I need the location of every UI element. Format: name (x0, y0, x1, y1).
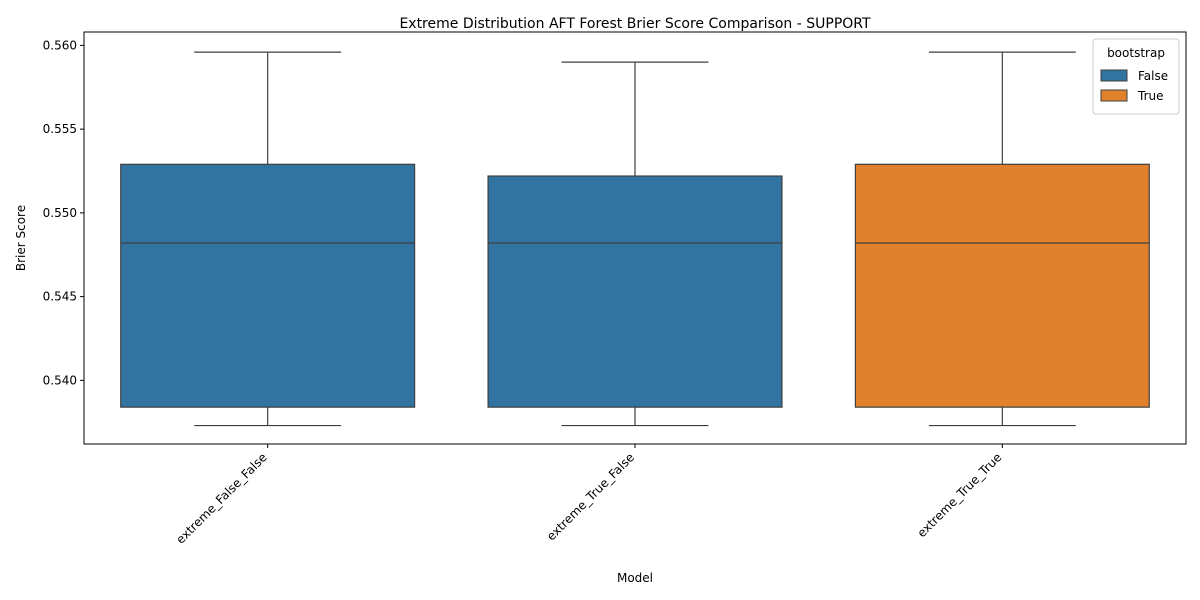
y-axis: 0.540 0.545 0.550 0.555 0.560 (43, 38, 84, 387)
y-tick-label: 0.550 (43, 206, 77, 220)
box-extreme_False_False (120, 51, 416, 427)
legend-title: bootstrap (1107, 46, 1165, 60)
legend-swatch (1100, 69, 1128, 82)
box-extreme_True_False (487, 61, 783, 427)
plot-area (120, 51, 1150, 427)
y-tick-label: 0.555 (43, 122, 77, 136)
box-body (854, 163, 1150, 408)
box-extreme_True_True (854, 51, 1150, 427)
x-axis-label: Model (617, 571, 653, 585)
chart-title: Extreme Distribution AFT Forest Brier Sc… (399, 16, 871, 32)
y-tick-label: 0.540 (43, 373, 77, 387)
x-tick-label: extreme_True_False (544, 450, 637, 543)
legend-swatch (1100, 89, 1128, 102)
y-tick-label: 0.560 (43, 38, 77, 52)
y-axis-label: Brier Score (14, 205, 28, 271)
legend-entry-label: True (1137, 89, 1164, 103)
y-tick-label: 0.545 (43, 290, 77, 304)
legend-entry-label: False (1138, 69, 1168, 83)
legend: bootstrap False True (1092, 38, 1180, 115)
x-tick-label: extreme_True_True (915, 450, 1005, 540)
x-tick-label: extreme_False_False (173, 450, 269, 546)
box-body (487, 175, 783, 408)
box-body (120, 163, 416, 408)
x-axis: extreme_False_False extreme_True_False ext… (173, 444, 1004, 547)
